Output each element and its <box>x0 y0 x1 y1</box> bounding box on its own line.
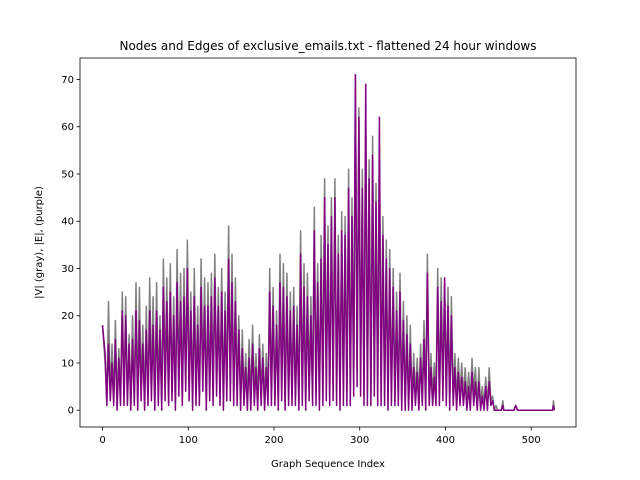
plot-area <box>79 57 577 428</box>
edges-series-line <box>101 74 556 411</box>
y-tick-label: 70 <box>61 75 74 86</box>
y-tick-label: 20 <box>61 311 74 322</box>
series-layer <box>101 74 556 411</box>
y-tick-label: 30 <box>61 264 74 275</box>
x-tick-label: 500 <box>522 435 541 446</box>
x-tick-label: 200 <box>264 435 283 446</box>
y-tick-label: 40 <box>61 217 74 228</box>
x-tick-label: 400 <box>436 435 455 446</box>
x-axis-label: Graph Sequence Index <box>271 459 385 470</box>
y-tick-label: 60 <box>61 122 74 133</box>
y-tick-label: 10 <box>61 358 74 369</box>
x-tick-label: 100 <box>179 435 198 446</box>
y-tick-label: 0 <box>68 406 74 417</box>
y-axis: 0 10 20 30 40 50 60 70 <box>61 75 80 417</box>
x-tick-label: 300 <box>350 435 369 446</box>
x-tick-label: 0 <box>99 435 105 446</box>
y-axis-label: |V| (gray), |E|, (purple) <box>34 186 45 299</box>
y-tick-label: 50 <box>61 169 74 180</box>
x-axis: 0 100 200 300 400 500 <box>99 427 541 446</box>
plot-frame <box>79 57 577 428</box>
chart-title: Nodes and Edges of exclusive_emails.txt … <box>119 39 536 53</box>
